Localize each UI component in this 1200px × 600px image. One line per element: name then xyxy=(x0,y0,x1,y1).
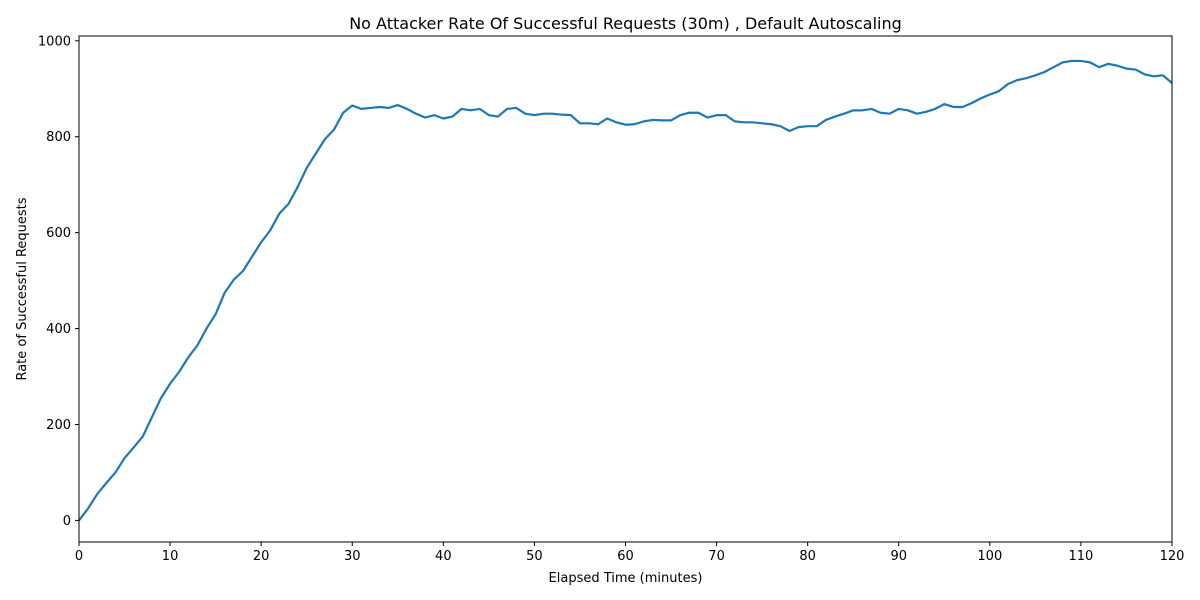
x-axis-label: Elapsed Time (minutes) xyxy=(549,571,703,586)
x-tick-label: 120 xyxy=(1160,549,1185,564)
y-tick-label: 400 xyxy=(46,322,71,337)
y-tick-label: 800 xyxy=(46,130,71,145)
plot-frame xyxy=(78,35,1173,543)
y-tick-label: 600 xyxy=(46,226,71,241)
y-tick-label: 0 xyxy=(63,514,71,529)
x-tick-label: 20 xyxy=(253,549,270,564)
y-tick-label: 1000 xyxy=(38,34,71,49)
x-tick-label: 70 xyxy=(708,549,725,564)
y-axis: 0 200 400 600 800 1000 xyxy=(38,34,79,529)
x-tick-label: 50 xyxy=(526,549,543,564)
y-axis-label: Rate of Successful Requests xyxy=(15,197,30,380)
chart-title: No Attacker Rate Of Successful Requests … xyxy=(349,14,902,33)
x-tick-label: 40 xyxy=(435,549,452,564)
x-tick-label: 100 xyxy=(977,549,1002,564)
x-tick-label: 0 xyxy=(75,549,83,564)
x-tick-label: 90 xyxy=(890,549,907,564)
series-line-0 xyxy=(78,59,1173,522)
x-axis: 0 10 20 30 40 50 60 70 80 90 100 110 120 xyxy=(75,542,1185,564)
x-tick-label: 10 xyxy=(162,549,179,564)
x-tick-label: 60 xyxy=(617,549,634,564)
y-tick-label: 200 xyxy=(46,418,71,433)
x-tick-label: 80 xyxy=(799,549,816,564)
x-tick-label: 30 xyxy=(344,549,361,564)
plot-area xyxy=(78,59,1173,522)
x-tick-label: 110 xyxy=(1069,549,1094,564)
